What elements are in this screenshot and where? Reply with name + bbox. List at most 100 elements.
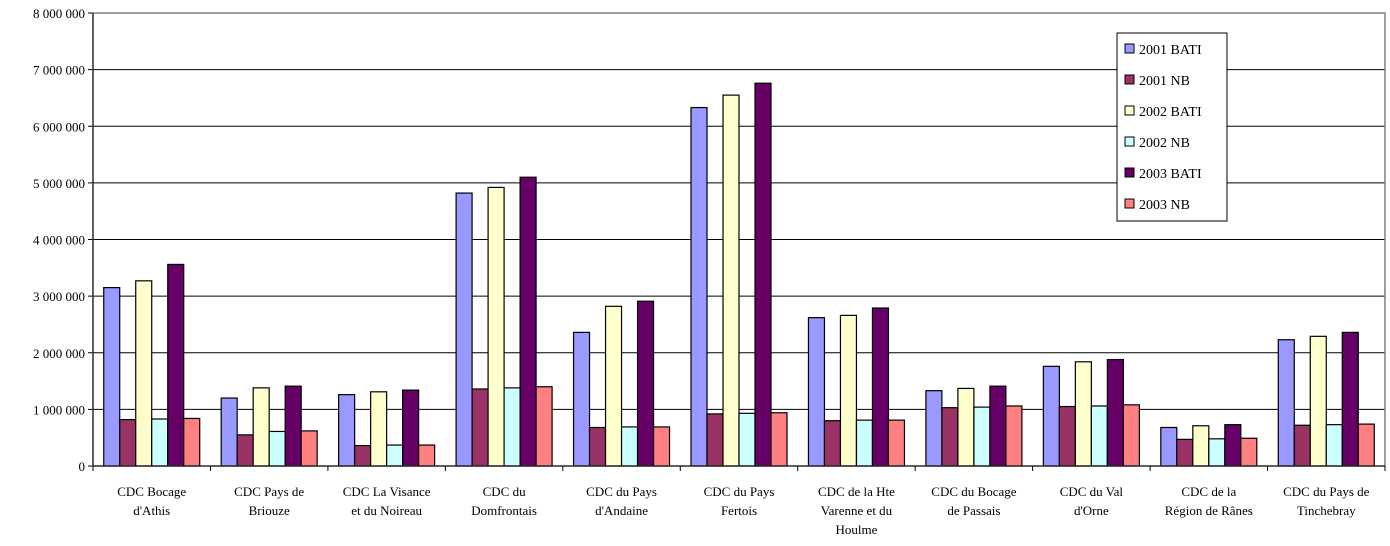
bar — [1176, 438, 1194, 467]
bar — [604, 305, 623, 467]
x-category-label: CDC du Pays d'Andaine — [586, 484, 657, 518]
y-tick-label: 8 000 000 — [33, 6, 85, 21]
bar — [1208, 438, 1226, 467]
legend: 2001 BATI 2001 NB 2002 BATI 2002 NB 2003 BAT… — [1116, 32, 1228, 222]
bar — [252, 387, 270, 467]
bar — [284, 385, 302, 467]
bar — [706, 413, 724, 467]
legend-label: 2001 BATI — [1139, 43, 1202, 58]
bar — [1160, 426, 1178, 467]
x-category-label: CDC du Val d'Orne — [1060, 484, 1124, 518]
legend-swatch — [1124, 167, 1135, 178]
y-tick-label: 6 000 000 — [33, 119, 85, 134]
x-category-label: CDC Pays de Briouze — [234, 484, 304, 518]
bar — [989, 385, 1007, 467]
x-category-label: CDC Bocage d'Athis — [117, 484, 186, 518]
bar — [620, 426, 639, 467]
bar — [1293, 424, 1311, 467]
x-category-label: CDC du Domfrontais — [471, 484, 537, 518]
bar — [268, 430, 286, 467]
bar — [236, 434, 254, 467]
legend-swatch — [1124, 105, 1135, 116]
x-axis-category-labels: CDC Bocage d'Athis CDC Pays de Briouze CDC L… — [117, 484, 1369, 537]
bar — [973, 406, 991, 467]
bar — [823, 420, 842, 467]
bar — [1192, 425, 1210, 467]
bar — [471, 388, 489, 467]
x-category-label: CDC de la Région de Rânes — [1165, 484, 1253, 518]
bar — [722, 94, 740, 467]
legend-swatch — [1124, 136, 1135, 147]
bar — [487, 186, 505, 467]
bar — [1240, 437, 1258, 467]
legend-swatch — [1124, 43, 1135, 54]
legend-label: 2003 BATI — [1139, 167, 1202, 182]
bar — [370, 391, 388, 467]
y-tick-label: 0 — [79, 459, 86, 474]
bar — [135, 280, 153, 467]
bar — [1074, 361, 1092, 467]
bar — [871, 307, 890, 467]
bar — [588, 426, 607, 467]
bar — [1005, 405, 1023, 467]
bar — [103, 287, 121, 467]
bar — [1090, 405, 1108, 467]
bar — [770, 412, 788, 467]
bar — [1106, 358, 1124, 467]
bar — [572, 331, 591, 467]
y-tick-label: 4 000 000 — [33, 233, 85, 248]
bar — [1122, 404, 1140, 467]
bar — [503, 387, 521, 467]
bar — [1042, 365, 1060, 467]
bar — [652, 426, 671, 467]
bar — [119, 418, 137, 467]
bar — [455, 192, 473, 467]
y-tick-label: 3 000 000 — [33, 289, 85, 304]
legend-label: 2001 NB — [1139, 74, 1190, 89]
bar — [300, 430, 318, 467]
bar — [839, 314, 858, 467]
legend-swatch — [1124, 198, 1135, 209]
bar — [386, 444, 404, 467]
bar — [738, 412, 756, 467]
bar — [1309, 335, 1327, 467]
y-tick-label: 1 000 000 — [33, 402, 85, 417]
bar — [519, 176, 537, 467]
x-category-label: CDC du Pays de Tinchebray — [1283, 484, 1370, 518]
bar — [1325, 424, 1343, 467]
bars — [103, 82, 1375, 467]
bar — [887, 419, 906, 467]
bar — [1058, 405, 1076, 467]
bar — [754, 82, 772, 467]
legend-label: 2002 NB — [1139, 136, 1190, 151]
bar — [855, 419, 874, 467]
bar — [1341, 331, 1359, 467]
legend-label: 2003 NB — [1139, 198, 1190, 213]
bar — [690, 106, 708, 467]
bar — [636, 300, 655, 467]
legend-box — [1116, 32, 1228, 222]
bar — [535, 386, 553, 467]
y-tick-label: 7 000 000 — [33, 63, 85, 78]
bar — [220, 397, 238, 467]
bar — [418, 444, 436, 467]
bar — [354, 445, 372, 467]
bar — [807, 317, 826, 467]
y-axis-tick-labels: 0 1 000 000 2 000 000 3 000 000 4 000 000 5 0… — [33, 6, 85, 474]
legend-label: 2002 BATI — [1139, 105, 1202, 120]
axes — [88, 12, 1386, 471]
bar — [402, 389, 420, 467]
bar — [957, 387, 975, 467]
bar — [151, 418, 169, 467]
bar — [941, 407, 959, 467]
x-category-label: CDC La Visance et du Noireau — [343, 484, 431, 518]
x-category-label: CDC du Pays Fertois — [704, 484, 775, 518]
y-tick-label: 5 000 000 — [33, 176, 85, 191]
bar — [183, 417, 201, 467]
bar — [925, 390, 943, 467]
bar — [1224, 424, 1242, 467]
legend-swatch — [1124, 74, 1135, 85]
bar — [1277, 339, 1295, 467]
x-category-label: CDC du Bocage de Passais — [931, 484, 1016, 518]
